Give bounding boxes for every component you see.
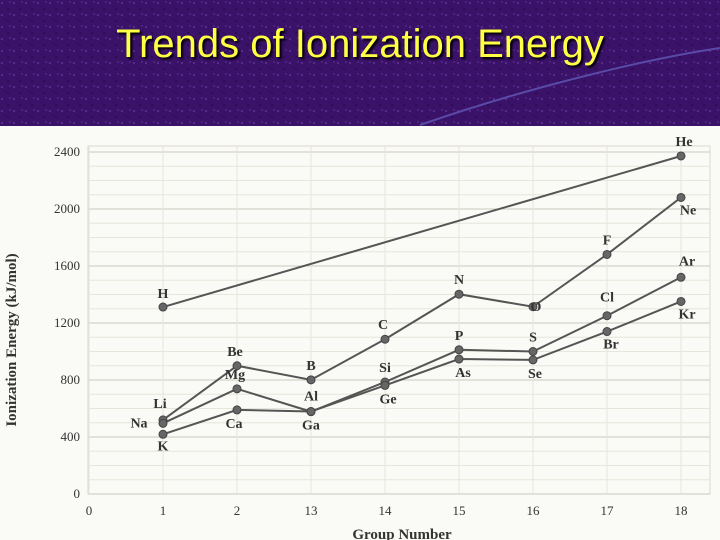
- point-label: F: [603, 233, 612, 248]
- x-tick-label: 15: [453, 503, 466, 518]
- point-label: C: [378, 318, 388, 333]
- data-point: [158, 302, 168, 312]
- x-tick-label: 13: [305, 503, 318, 518]
- chart-panel: 0 400 800 1200 1600 2000 2400 0 1 2 13 14 15 16 17 18 H…: [0, 126, 720, 540]
- point-label: Br: [603, 338, 619, 353]
- y-tick-label: 400: [61, 429, 81, 444]
- data-point: [602, 249, 612, 259]
- series-line: [162, 196, 682, 421]
- point-label: O: [531, 300, 542, 315]
- data-point: [528, 302, 538, 312]
- point-label: As: [455, 366, 471, 381]
- x-tick-label: 1: [160, 503, 167, 518]
- plot-area: [87, 145, 711, 495]
- data-point: [232, 384, 242, 394]
- y-axis-title: Ionization Energy (kJ/mol): [4, 253, 20, 426]
- x-tick-label: 16: [527, 503, 541, 518]
- point-label: B: [306, 359, 315, 374]
- data-point: [676, 151, 686, 161]
- series-line: [162, 276, 682, 425]
- series-line: [162, 300, 682, 436]
- point-label: Ar: [679, 254, 695, 269]
- point-label: He: [675, 135, 692, 150]
- point-label: K: [158, 439, 169, 454]
- data-point: [232, 405, 242, 415]
- data-point: [232, 361, 242, 371]
- x-tick-label: 17: [601, 503, 615, 518]
- x-axis-title: Group Number: [352, 527, 452, 540]
- point-label: Se: [528, 367, 542, 382]
- point-label: Kr: [678, 307, 695, 322]
- data-point: [158, 429, 168, 439]
- point-label: H: [158, 287, 169, 302]
- y-tick-label: 2400: [54, 144, 80, 159]
- point-label: Ne: [680, 203, 696, 218]
- point-label: Na: [130, 416, 147, 431]
- data-point: [454, 345, 464, 355]
- point-label: N: [454, 273, 464, 288]
- data-point: [528, 355, 538, 365]
- data-point: [676, 272, 686, 282]
- point-label: Mg: [225, 368, 245, 383]
- data-point: [602, 311, 612, 321]
- point-label: Ga: [302, 418, 320, 433]
- point-label: S: [529, 331, 537, 346]
- data-point: [602, 327, 612, 337]
- data-point: [380, 334, 390, 344]
- data-point: [454, 354, 464, 364]
- x-tick-label: 2: [234, 503, 241, 518]
- slide-title: Trends of Ionization Energy: [116, 22, 604, 66]
- data-point: [528, 347, 538, 356]
- y-tick-label: 2000: [54, 201, 80, 216]
- data-point: [380, 380, 390, 390]
- point-label: Al: [304, 390, 318, 405]
- point-label: P: [455, 329, 464, 344]
- point-label: Ca: [225, 417, 242, 432]
- y-tick-label: 0: [74, 486, 81, 501]
- point-label: Cl: [600, 291, 614, 306]
- y-tick-label: 800: [61, 372, 81, 387]
- point-label: Li: [153, 397, 166, 412]
- data-point: [158, 418, 168, 428]
- data-point: [306, 406, 316, 416]
- point-label: Ge: [379, 392, 396, 407]
- x-tick-label: 14: [379, 503, 393, 518]
- data-point: [306, 375, 316, 385]
- point-label: Be: [227, 345, 243, 360]
- data-point: [454, 289, 464, 299]
- x-tick-label: 0: [86, 503, 93, 518]
- y-tick-label: 1600: [54, 258, 80, 273]
- x-tick-label: 18: [675, 503, 688, 518]
- point-label: Si: [379, 361, 391, 376]
- y-tick-label: 1200: [54, 315, 80, 330]
- data-point: [676, 296, 686, 306]
- series-line: [162, 155, 682, 309]
- data-point: [676, 192, 686, 202]
